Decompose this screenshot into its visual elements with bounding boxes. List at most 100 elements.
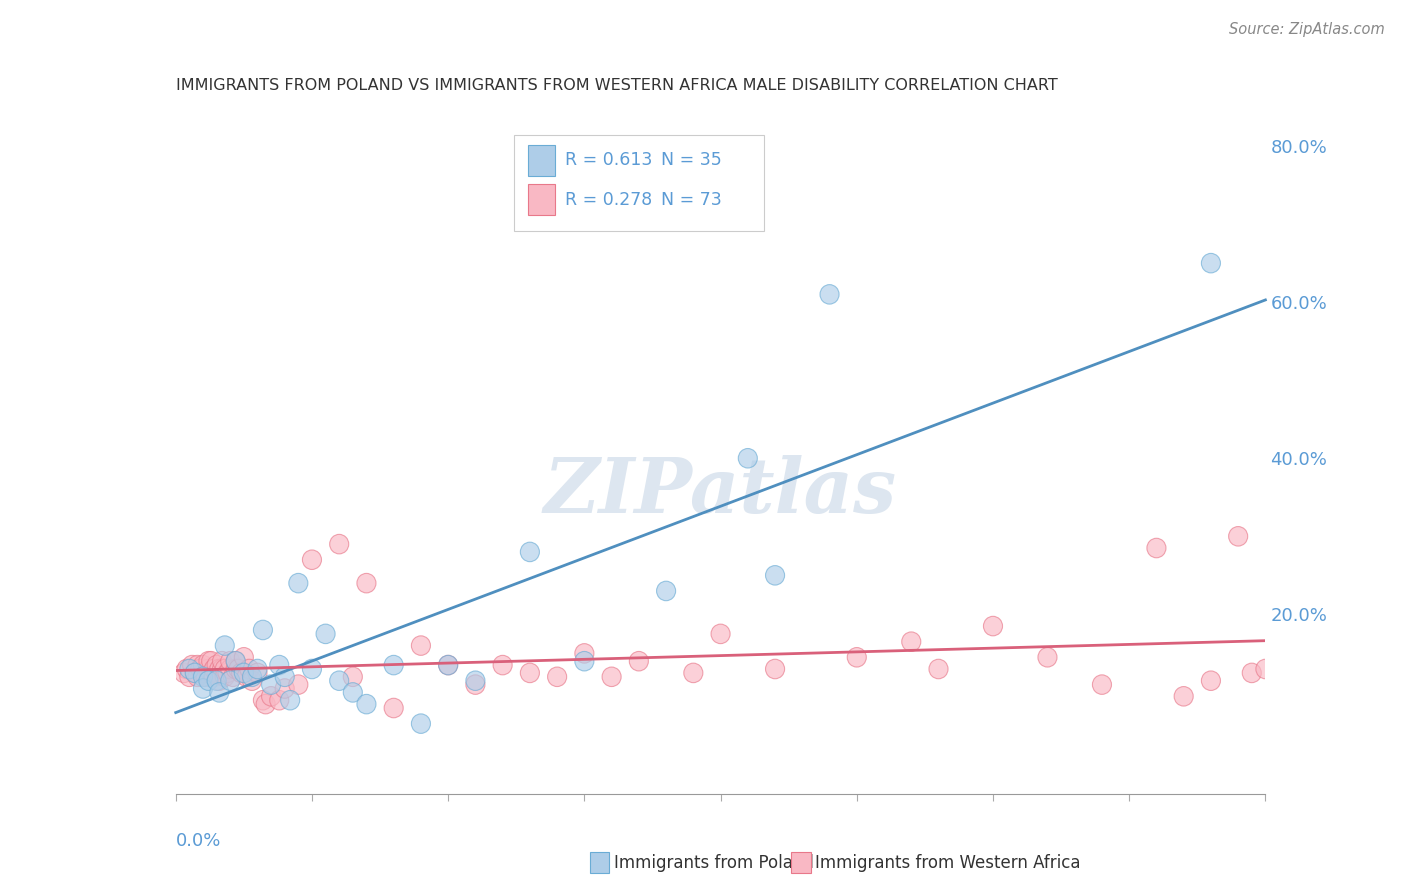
- Ellipse shape: [302, 659, 322, 679]
- Ellipse shape: [288, 675, 308, 694]
- Text: IMMIGRANTS FROM POLAND VS IMMIGRANTS FROM WESTERN AFRICA MALE DISABILITY CORRELA: IMMIGRANTS FROM POLAND VS IMMIGRANTS FRO…: [176, 78, 1057, 94]
- Ellipse shape: [177, 659, 197, 679]
- Ellipse shape: [204, 667, 224, 687]
- Ellipse shape: [198, 651, 218, 671]
- Ellipse shape: [412, 636, 430, 656]
- Ellipse shape: [738, 449, 758, 468]
- Ellipse shape: [262, 687, 281, 706]
- Ellipse shape: [357, 574, 375, 593]
- Ellipse shape: [226, 651, 245, 671]
- Ellipse shape: [270, 656, 288, 675]
- Ellipse shape: [1243, 663, 1261, 682]
- Ellipse shape: [224, 667, 242, 687]
- FancyBboxPatch shape: [527, 145, 555, 176]
- Ellipse shape: [1256, 659, 1275, 679]
- Ellipse shape: [288, 574, 308, 593]
- Ellipse shape: [215, 667, 235, 687]
- Ellipse shape: [215, 636, 235, 656]
- Ellipse shape: [188, 667, 207, 687]
- Ellipse shape: [194, 656, 212, 675]
- Ellipse shape: [198, 659, 218, 679]
- Ellipse shape: [329, 534, 349, 554]
- Ellipse shape: [439, 656, 458, 675]
- Ellipse shape: [247, 663, 267, 682]
- Ellipse shape: [201, 651, 221, 671]
- Ellipse shape: [384, 656, 404, 675]
- Text: N = 35: N = 35: [661, 151, 721, 169]
- Ellipse shape: [201, 663, 221, 682]
- Ellipse shape: [1174, 687, 1194, 706]
- Ellipse shape: [765, 566, 785, 585]
- Ellipse shape: [276, 667, 294, 687]
- Ellipse shape: [602, 667, 621, 687]
- Ellipse shape: [240, 659, 259, 679]
- Ellipse shape: [226, 651, 245, 671]
- FancyBboxPatch shape: [527, 184, 555, 215]
- Ellipse shape: [198, 671, 218, 690]
- Ellipse shape: [207, 663, 226, 682]
- Ellipse shape: [343, 682, 363, 702]
- Ellipse shape: [439, 656, 458, 675]
- Ellipse shape: [194, 667, 212, 687]
- Ellipse shape: [1092, 675, 1112, 694]
- FancyBboxPatch shape: [513, 135, 765, 231]
- Ellipse shape: [929, 659, 948, 679]
- Ellipse shape: [1201, 253, 1220, 273]
- Ellipse shape: [207, 656, 226, 675]
- Ellipse shape: [247, 659, 267, 679]
- Ellipse shape: [209, 659, 229, 679]
- Ellipse shape: [174, 663, 194, 682]
- Ellipse shape: [316, 624, 335, 644]
- Ellipse shape: [209, 671, 229, 690]
- Text: 0.0%: 0.0%: [176, 831, 221, 850]
- Ellipse shape: [191, 659, 209, 679]
- Ellipse shape: [209, 682, 229, 702]
- Ellipse shape: [520, 542, 540, 562]
- Ellipse shape: [630, 651, 648, 671]
- Ellipse shape: [302, 550, 322, 569]
- Ellipse shape: [186, 663, 204, 682]
- Ellipse shape: [212, 659, 232, 679]
- Ellipse shape: [226, 659, 245, 679]
- Ellipse shape: [657, 582, 676, 600]
- Ellipse shape: [204, 659, 224, 679]
- Text: Immigrants from Poland: Immigrants from Poland: [614, 854, 814, 871]
- Ellipse shape: [253, 620, 273, 640]
- Ellipse shape: [253, 690, 273, 710]
- Ellipse shape: [183, 656, 201, 675]
- Ellipse shape: [494, 656, 512, 675]
- Ellipse shape: [384, 698, 404, 718]
- Ellipse shape: [465, 671, 485, 690]
- FancyBboxPatch shape: [591, 852, 609, 873]
- Text: R = 0.278: R = 0.278: [565, 191, 652, 209]
- Ellipse shape: [212, 651, 232, 671]
- Ellipse shape: [197, 667, 215, 687]
- Ellipse shape: [520, 663, 540, 682]
- Ellipse shape: [820, 285, 839, 304]
- Ellipse shape: [238, 667, 256, 687]
- Ellipse shape: [357, 694, 375, 714]
- Ellipse shape: [221, 651, 240, 671]
- Ellipse shape: [329, 671, 349, 690]
- Ellipse shape: [575, 644, 593, 663]
- Ellipse shape: [242, 667, 262, 687]
- Text: R = 0.613: R = 0.613: [565, 151, 652, 169]
- Ellipse shape: [270, 690, 288, 710]
- Ellipse shape: [412, 714, 430, 733]
- Ellipse shape: [683, 663, 703, 682]
- Ellipse shape: [901, 632, 921, 651]
- Ellipse shape: [186, 663, 204, 682]
- Text: Source: ZipAtlas.com: Source: ZipAtlas.com: [1229, 22, 1385, 37]
- Ellipse shape: [262, 675, 281, 694]
- Ellipse shape: [180, 667, 198, 687]
- Ellipse shape: [194, 663, 212, 682]
- Ellipse shape: [711, 624, 730, 644]
- Ellipse shape: [765, 659, 785, 679]
- FancyBboxPatch shape: [792, 852, 811, 873]
- Ellipse shape: [465, 675, 485, 694]
- Ellipse shape: [235, 648, 253, 667]
- Ellipse shape: [281, 690, 299, 710]
- Ellipse shape: [1147, 538, 1166, 558]
- Ellipse shape: [221, 659, 240, 679]
- Ellipse shape: [232, 663, 250, 682]
